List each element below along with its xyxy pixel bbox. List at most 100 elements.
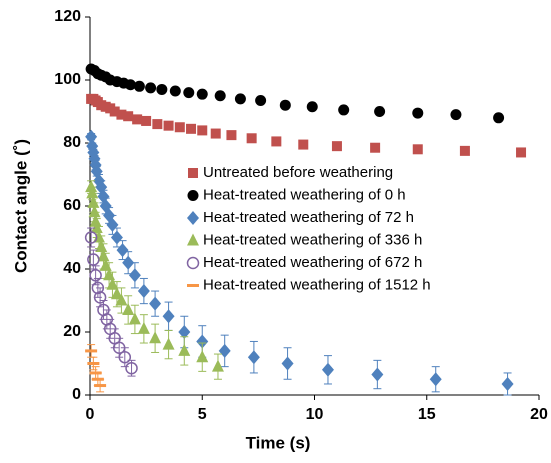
legend-marker <box>186 256 200 270</box>
point <box>214 90 226 102</box>
point <box>169 85 181 97</box>
x-tick-label: 5 <box>198 406 207 423</box>
point <box>501 376 514 391</box>
point <box>132 114 143 125</box>
point <box>162 309 175 324</box>
point <box>87 253 100 266</box>
point <box>493 112 505 124</box>
legend-bg <box>184 207 529 229</box>
legend-marker <box>187 211 199 225</box>
x-tick-label: 0 <box>86 406 95 423</box>
point <box>152 119 163 130</box>
point <box>183 87 195 99</box>
point <box>94 384 107 388</box>
point <box>88 205 101 218</box>
point <box>106 277 119 290</box>
point <box>370 142 381 153</box>
point <box>174 122 185 133</box>
point <box>298 139 309 150</box>
point <box>162 337 175 350</box>
point <box>450 109 462 121</box>
point <box>149 296 162 311</box>
x-axis-title: Time (s) <box>246 433 311 452</box>
point <box>128 312 141 325</box>
point <box>84 231 98 244</box>
error-bar <box>96 287 105 308</box>
y-tick-label: 80 <box>63 134 81 151</box>
point <box>210 128 221 139</box>
legend-bg <box>184 274 529 297</box>
point <box>124 79 136 91</box>
point <box>321 362 334 377</box>
point <box>137 321 150 334</box>
point <box>115 293 128 306</box>
point <box>412 107 424 119</box>
point <box>331 141 342 152</box>
point <box>156 83 168 95</box>
point <box>87 195 100 208</box>
point <box>374 106 386 117</box>
y-axis-title: Contact angle (˚) <box>11 139 30 273</box>
point <box>163 120 174 131</box>
point <box>186 123 197 134</box>
point <box>246 133 257 144</box>
point <box>196 350 209 363</box>
legend-label: Heat-treated weathering of 72 h <box>203 209 414 226</box>
point <box>87 362 100 365</box>
y-tick-label: 0 <box>72 386 81 403</box>
point <box>123 111 134 122</box>
legend-bg <box>184 184 529 207</box>
point <box>109 106 120 117</box>
y-tick-label: 40 <box>63 260 81 277</box>
point <box>85 180 98 193</box>
point <box>226 130 237 141</box>
legend-label: Heat-treated weathering of 336 h <box>203 231 422 248</box>
point <box>218 343 231 358</box>
point <box>196 88 208 100</box>
error-bar <box>87 227 96 248</box>
legend-label: Heat-treated weathering of 0 h <box>203 186 406 203</box>
legend-label: Untreated before weathering <box>203 164 393 181</box>
y-tick-label: 100 <box>54 71 81 88</box>
point <box>178 343 191 356</box>
point <box>89 214 102 227</box>
point <box>178 325 191 339</box>
point <box>89 269 102 282</box>
x-tick-label: 10 <box>306 406 324 423</box>
point <box>196 334 209 349</box>
point <box>93 291 107 304</box>
legend-label: Heat-treated weathering of 672 h <box>203 254 422 271</box>
point <box>255 94 267 106</box>
point <box>125 361 138 375</box>
legend-label: Heat-treated weathering of 1512 h <box>203 276 431 293</box>
legend-marker <box>188 168 198 178</box>
point <box>128 268 141 283</box>
point <box>85 129 98 144</box>
point <box>133 80 145 92</box>
point <box>338 104 350 116</box>
x-tick-label: 15 <box>418 406 436 423</box>
point <box>429 372 442 387</box>
point <box>516 147 527 158</box>
legend-marker <box>187 233 199 246</box>
x-tick-label: 20 <box>530 406 548 423</box>
point <box>141 115 152 126</box>
point <box>412 144 423 155</box>
y-tick-label: 20 <box>63 323 81 340</box>
legend-marker <box>187 190 199 201</box>
point <box>234 93 246 105</box>
legend-bg <box>184 162 529 184</box>
point <box>306 101 318 113</box>
point <box>95 239 108 252</box>
point <box>281 356 294 371</box>
point <box>122 302 135 315</box>
y-tick-label: 120 <box>54 8 81 25</box>
legend-bg <box>184 252 529 274</box>
point <box>122 255 135 270</box>
point <box>145 82 157 94</box>
point <box>271 136 282 147</box>
error-bar <box>120 347 129 368</box>
y-tick-label: 60 <box>63 197 81 214</box>
point <box>97 249 110 262</box>
